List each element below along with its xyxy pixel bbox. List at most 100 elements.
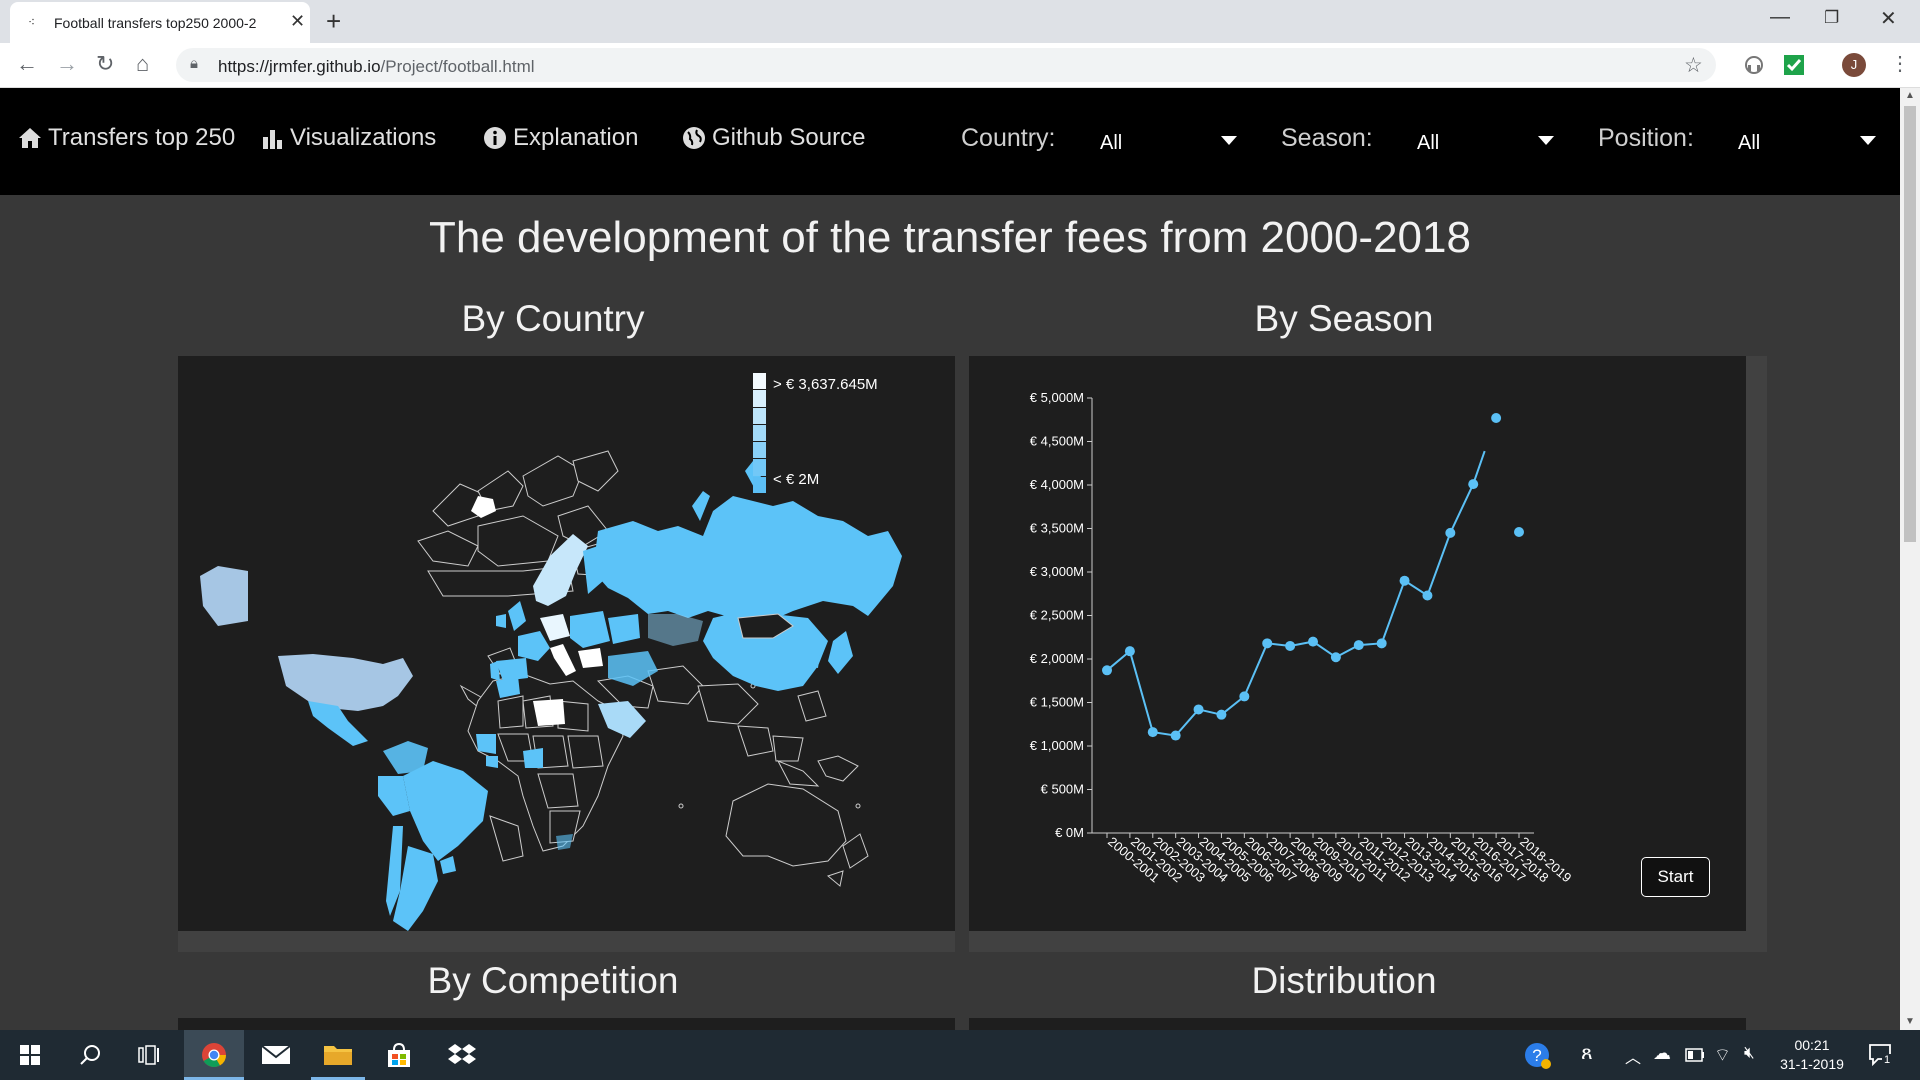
map-country-germany: [540, 614, 570, 641]
nav-home-link[interactable]: Transfers top 250: [18, 124, 235, 152]
notification-count: 1: [1882, 1054, 1893, 1066]
minimize-icon[interactable]: —: [1770, 6, 1790, 28]
tab-close-icon[interactable]: ✕: [290, 11, 306, 31]
nav-visualizations-link[interactable]: Visualizations: [262, 124, 436, 152]
data-point: [1216, 709, 1227, 720]
lock-icon[interactable]: 🔒︎: [190, 55, 198, 72]
y-tick-label: € 1,500M: [1030, 695, 1084, 710]
map-country-uruguay: [440, 856, 456, 874]
map-legend-high-label: > € 3,637.645M: [773, 376, 878, 393]
start-button[interactable]: Start: [1641, 857, 1710, 897]
country-select-value[interactable]: All: [1100, 132, 1123, 154]
map-country: [537, 773, 579, 809]
chrome-taskbar-button[interactable]: [184, 1030, 244, 1080]
dropbox-icon[interactable]: [448, 1043, 476, 1067]
y-tick-label: € 1,000M: [1030, 738, 1084, 753]
map-country: [826, 870, 844, 887]
new-tab-button[interactable]: +: [326, 6, 342, 36]
map-country-eastern-europe: [570, 611, 610, 648]
nav-explanation-link[interactable]: Explanation: [483, 124, 638, 152]
map-legend-bar: [753, 373, 766, 494]
system-clock[interactable]: 00:21 31-1-2019: [1774, 1036, 1850, 1074]
world-map: [200, 450, 902, 931]
map-country-japan: [828, 631, 853, 674]
mail-icon[interactable]: [261, 1045, 291, 1065]
map-country-russia-island: [693, 536, 718, 584]
by-country-title: By Country: [461, 298, 645, 339]
browser-tab-strip: ⁖ Football transfers top250 2000-2 ✕ + —…: [0, 0, 1920, 43]
map-country: [797, 690, 827, 722]
volume-muted-icon[interactable]: 🔇︎: [1744, 1043, 1755, 1062]
profile-avatar[interactable]: J: [1842, 53, 1866, 77]
task-view-icon[interactable]: [138, 1045, 160, 1065]
window-close-icon[interactable]: ✕: [1880, 8, 1897, 30]
position-caret-icon[interactable]: [1860, 136, 1876, 145]
reload-icon[interactable]: ↻: [96, 51, 115, 76]
data-point: [1285, 640, 1296, 651]
file-explorer-icon[interactable]: [323, 1043, 353, 1067]
wifi-icon[interactable]: ⌔: [1714, 1045, 1731, 1065]
page-viewport: Transfers top 250 Visualizations Explana…: [0, 88, 1900, 1030]
data-point: [1308, 636, 1318, 647]
legend-swatch: [753, 459, 766, 476]
bookmark-star-icon[interactable]: ☆: [1684, 54, 1703, 77]
map-country: [497, 695, 524, 729]
map-country-mexico: [308, 701, 368, 746]
map-country-scandinavia: [533, 534, 588, 606]
season-caret-icon[interactable]: [1538, 136, 1554, 145]
legend-swatch: [753, 476, 766, 493]
extension-check-icon[interactable]: [1783, 54, 1805, 76]
y-tick-label: € 4,500M: [1030, 434, 1084, 449]
restore-icon[interactable]: ❐: [1824, 8, 1840, 27]
notification-center-button[interactable]: 1: [1868, 1042, 1893, 1073]
country-map-panel: > € 3,637.645M < € 2M: [178, 356, 955, 931]
forward-arrow-icon[interactable]: →: [56, 51, 78, 76]
url-text[interactable]: https://jrmfer.github.io/Project/footbal…: [218, 57, 535, 76]
battery-icon[interactable]: [1685, 1048, 1705, 1062]
data-point: [1330, 652, 1341, 663]
map-country: [842, 833, 869, 869]
onedrive-icon[interactable]: ☁: [1653, 1043, 1671, 1063]
data-point: [1445, 527, 1456, 538]
tab-title: Football transfers top250 2000-2: [54, 15, 257, 31]
nav-github-link[interactable]: Github Source: [682, 124, 865, 152]
y-tick-label: € 2,500M: [1030, 608, 1084, 623]
notification-icon: [1869, 1044, 1891, 1067]
tray-expand-icon[interactable]: ︿: [1625, 1050, 1642, 1067]
map-country-mongolia: [737, 613, 794, 639]
scroll-down-icon[interactable]: ▼: [1905, 1016, 1915, 1027]
country-caret-icon[interactable]: [1221, 136, 1237, 145]
map-country-brazil: [403, 761, 488, 861]
map-country-portugal: [490, 661, 500, 681]
map-country-china: [703, 611, 828, 691]
y-tick-label: € 2,000M: [1030, 651, 1084, 666]
map-country-finland: [583, 546, 603, 594]
address-bar[interactable]: 🔒︎ https://jrmfer.github.io/Project/foot…: [176, 48, 1716, 82]
legend-swatch: [753, 373, 766, 390]
back-arrow-icon[interactable]: ←: [16, 51, 38, 76]
map-country: [567, 735, 604, 769]
y-tick-label: € 5,000M: [1030, 390, 1084, 405]
map-country: [647, 665, 704, 705]
position-select-value[interactable]: All: [1738, 132, 1761, 154]
page-scrollbar[interactable]: ▲ ▼: [1900, 88, 1920, 1030]
extension-headphones-icon[interactable]: [1743, 54, 1765, 76]
search-icon[interactable]: [79, 1044, 101, 1066]
map-country: [776, 760, 820, 787]
y-tick-label: € 3,000M: [1030, 564, 1084, 579]
scroll-up-icon[interactable]: ▲: [1905, 90, 1915, 101]
map-country-italy: [550, 644, 576, 676]
store-icon[interactable]: [385, 1042, 413, 1068]
data-point: [1193, 704, 1204, 715]
browser-tab[interactable]: ⁖ Football transfers top250 2000-2 ✕: [10, 2, 310, 43]
map-country: [678, 803, 684, 809]
people-icon[interactable]: ጸ: [1581, 1042, 1593, 1064]
windows-start-icon[interactable]: [20, 1045, 40, 1065]
globe-icon: [683, 127, 705, 149]
scrollbar-thumb[interactable]: [1904, 106, 1916, 542]
map-country: [522, 455, 584, 507]
menu-kebab-icon[interactable]: ⋮: [1890, 53, 1910, 75]
home-icon[interactable]: ⌂: [136, 51, 150, 76]
season-select-value[interactable]: All: [1417, 132, 1440, 154]
help-tray-icon[interactable]: ?: [1524, 1042, 1552, 1070]
